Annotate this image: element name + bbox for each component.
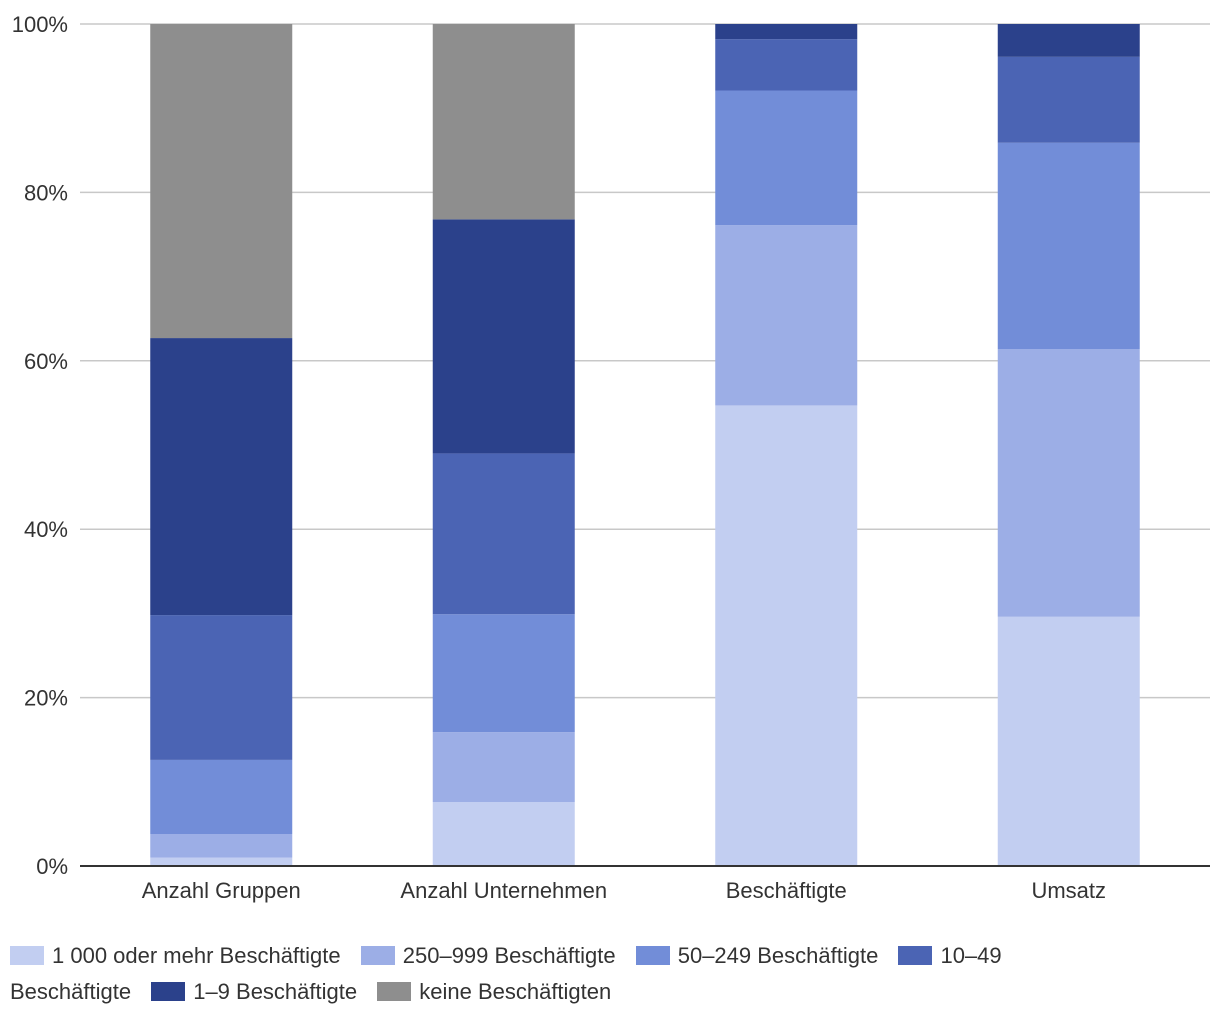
y-tick-label: 20% [24,686,68,711]
bar-segment [997,616,1140,866]
bar-segment [997,349,1140,617]
bar-segment [150,759,293,835]
bar-segment [715,24,858,40]
bar-segment [715,90,858,226]
y-tick-label: 80% [24,180,68,205]
y-tick-label: 60% [24,349,68,374]
x-tick-label: Beschäftigte [726,878,847,903]
bar-segment [432,802,575,866]
bars [150,24,1140,866]
legend-item: 50–249 Beschäftigte [635,943,879,968]
bar-segment [150,857,293,866]
bar-segment [997,142,1140,350]
legend-label: 1 000 oder mehr Beschäftigte [52,943,341,968]
axes: 0% 20% 40% 60% 80% 100% Anzahl Gruppen Anzahl U… [12,12,1210,903]
bar-segment [150,24,293,339]
bar-segment [432,24,575,220]
legend-swatch [377,982,412,1001]
y-tick-label: 100% [12,12,68,37]
y-tick-label: 40% [24,517,68,542]
legend-label: 10–49 Beschäftigte [10,943,1002,1004]
bar-segment [150,615,293,760]
legend-label: keine Beschäftigten [419,979,612,1004]
bar-segment [715,225,858,406]
bar-segment [997,56,1140,143]
x-tick-label: Umsatz [1031,878,1106,903]
legend-item: 10–49 Beschäftigte [10,943,1002,1004]
bar-segment [150,834,293,858]
bar-segment [432,219,575,454]
bar-segment [432,732,575,803]
bar-segment [715,39,858,91]
legend-label: 250–999 Beschäftigte [402,943,616,968]
y-tick-label: 0% [36,854,68,879]
chart-legend: 1 000 oder mehr Beschäftigte 250–999 Bes… [10,938,1090,1010]
legend-label: 1–9 Beschäftigte [193,979,358,1004]
x-tick-label: Anzahl Unternehmen [400,878,607,903]
legend-item: keine Beschäftigten [377,979,611,1004]
legend-swatch [360,946,395,965]
legend-swatch [151,982,186,1001]
bar-segment [432,614,575,733]
legend-item: 1 000 oder mehr Beschäftigte [10,943,341,968]
bar-segment [150,338,293,616]
legend-swatch [10,946,44,965]
legend-label: 50–249 Beschäftigte [677,943,879,968]
bar-segment [715,405,858,866]
legend-item: 250–999 Beschäftigte [360,943,616,968]
bar-segment [432,453,575,615]
legend-swatch [635,946,670,965]
legend-swatch [898,946,933,965]
legend-item: 1–9 Beschäftigte [151,979,357,1004]
bar-segment [997,24,1140,57]
stacked-bar-chart: 0% 20% 40% 60% 80% 100% Anzahl Gruppen Anzahl U… [12,12,1210,903]
x-tick-label: Anzahl Gruppen [142,878,301,903]
